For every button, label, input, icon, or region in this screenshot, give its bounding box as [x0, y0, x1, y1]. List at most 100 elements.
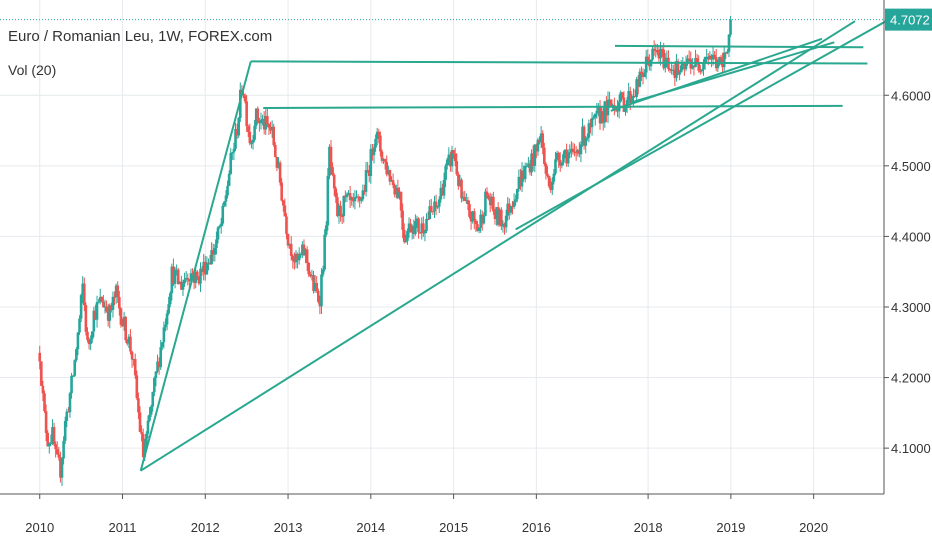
candle-down: [106, 303, 110, 327]
candle-down: [87, 337, 91, 350]
candle-body: [275, 156, 279, 168]
candle-up: [649, 59, 653, 72]
trendline: [515, 16, 893, 231]
candle-up: [76, 331, 80, 356]
candle-down: [503, 222, 506, 235]
candle-up: [323, 229, 326, 272]
candle-body: [40, 361, 43, 386]
candle-body: [73, 360, 77, 376]
candle-down: [710, 54, 713, 68]
candle-down: [657, 46, 661, 63]
gridlines: [0, 0, 884, 494]
time-tick-label: 2020: [799, 520, 828, 535]
candle-body: [216, 227, 220, 240]
candle-body: [197, 276, 201, 284]
candle-body: [361, 190, 365, 200]
candle-body: [436, 206, 439, 208]
candle-down: [571, 142, 575, 155]
candle-down: [476, 220, 479, 232]
candle-body: [651, 48, 654, 60]
candle-body: [267, 123, 271, 128]
candle-down: [331, 162, 334, 177]
candle-body: [426, 218, 430, 220]
candle-down: [460, 177, 463, 203]
candle-body: [145, 433, 148, 447]
candle-body: [369, 149, 373, 177]
candle-up: [111, 291, 115, 318]
candle-down: [538, 136, 541, 145]
candle-down: [266, 107, 269, 127]
candle-up: [207, 258, 210, 271]
candle-up: [189, 268, 193, 283]
candle-body: [608, 99, 611, 101]
candle-down: [40, 361, 43, 387]
candle-down: [243, 93, 247, 104]
candle-up: [686, 54, 689, 66]
candle-down: [393, 183, 396, 198]
candle-body: [281, 200, 285, 206]
candle-body: [627, 91, 630, 101]
candle-body: [428, 206, 432, 220]
candle-body: [52, 427, 56, 445]
candle-body: [250, 143, 253, 145]
candle-up: [178, 281, 182, 285]
candle-up: [122, 311, 126, 331]
candle-down: [340, 213, 344, 224]
candle-body: [708, 55, 712, 60]
candle-up: [253, 119, 256, 142]
candle-body: [570, 148, 573, 153]
candle-body: [493, 211, 497, 220]
candle-down: [582, 124, 586, 150]
candle-down: [430, 198, 433, 213]
candle-up: [168, 291, 172, 308]
candle-body: [699, 70, 702, 72]
candle-body: [525, 165, 529, 167]
candle-down: [417, 217, 420, 239]
candle-body: [686, 58, 689, 64]
candle-body: [375, 131, 379, 139]
candle-down: [500, 207, 503, 231]
trendline: [614, 44, 864, 49]
candle-body: [530, 153, 533, 173]
candle-down: [55, 441, 59, 455]
candle-up: [619, 90, 623, 103]
candle-body: [550, 181, 554, 191]
candle-body: [558, 159, 562, 166]
candle-down: [157, 357, 161, 375]
candle-up: [504, 209, 508, 233]
candle-up: [355, 190, 358, 199]
candle-down: [662, 42, 666, 71]
candle-down: [667, 50, 670, 72]
candle-body: [153, 377, 156, 393]
candle-body: [329, 146, 333, 168]
candle-down: [272, 123, 276, 147]
candle-body: [727, 34, 731, 52]
candle-down: [285, 213, 288, 240]
candle-up: [92, 306, 96, 338]
candle-down: [258, 117, 261, 132]
candle-up: [224, 190, 228, 207]
candle-up: [68, 391, 72, 418]
candle-body: [706, 56, 710, 60]
candle-down: [558, 152, 562, 172]
candle-up: [525, 162, 529, 168]
candle-body: [262, 118, 266, 130]
candle-down: [316, 288, 320, 304]
candle-down: [278, 160, 282, 186]
candle-up: [167, 296, 170, 316]
candle-body: [184, 277, 188, 280]
candle-body: [603, 101, 607, 123]
candle-body: [211, 250, 215, 255]
candle-up: [337, 203, 341, 224]
candle-down: [172, 258, 175, 286]
candle-up: [254, 108, 258, 130]
volume-indicator-label[interactable]: Vol (20): [8, 62, 57, 78]
candle-up: [149, 404, 153, 418]
candle-body: [164, 324, 167, 328]
candle-down: [713, 50, 716, 60]
candle-body: [289, 243, 293, 256]
candle-body: [180, 281, 183, 290]
candle-up: [78, 315, 81, 335]
